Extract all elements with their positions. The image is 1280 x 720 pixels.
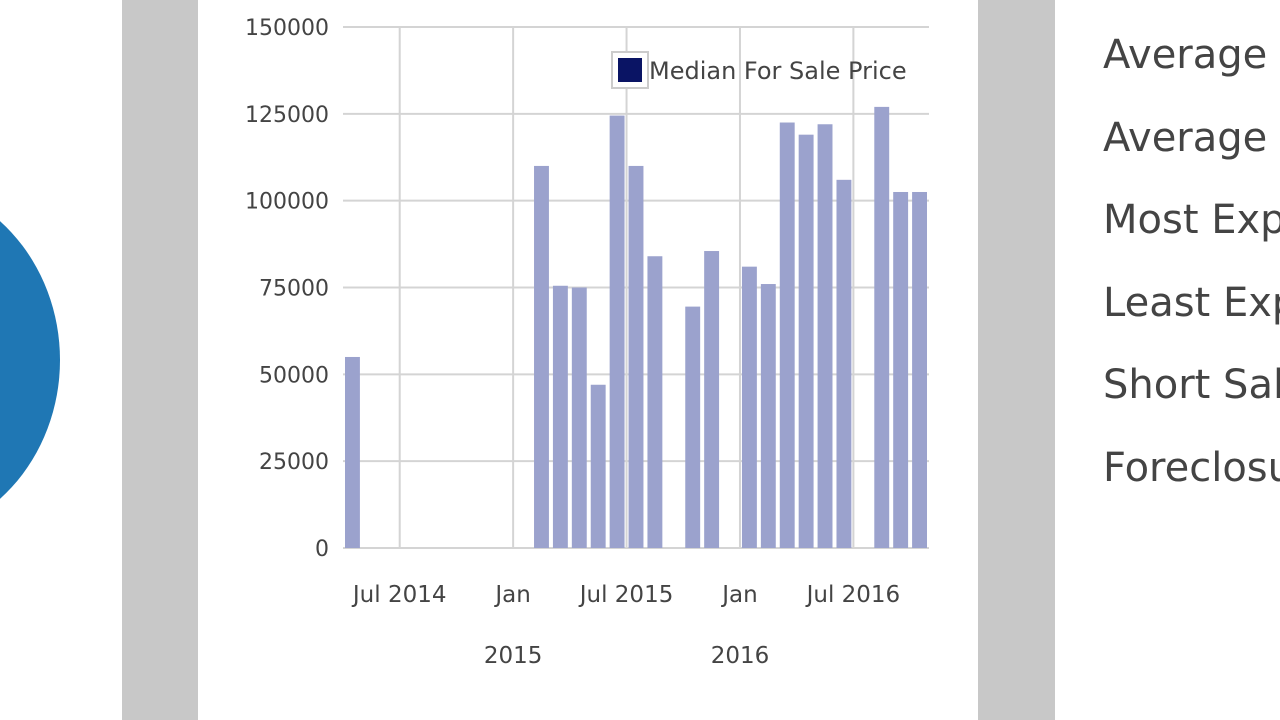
y-tick-label: 125000: [245, 103, 329, 128]
stat-least-expensive-label: Least Exp: [1103, 280, 1280, 326]
x-tick-year-label: 2015: [484, 643, 543, 669]
listing-stats-panel: Average D Average L Most Exp Least Exp S…: [1055, 0, 1280, 720]
panel-gutter: [122, 0, 198, 720]
stat-most-expensive-label: Most Exp: [1103, 197, 1280, 243]
chart-bar: [798, 134, 814, 548]
chart-bar: [704, 251, 720, 548]
chart-bar: [647, 256, 663, 548]
chart-bar: [836, 179, 852, 548]
chart-bar: [779, 122, 795, 549]
chart-legend[interactable]: Median For Sale Price: [611, 51, 907, 89]
chart-bar: [534, 165, 549, 548]
chart-bar: [552, 285, 568, 548]
chart-bar: [893, 191, 909, 548]
stat-average-list-label: Average L: [1103, 115, 1280, 161]
y-tick-label: 100000: [245, 190, 329, 215]
stat-foreclosures-label: Foreclosu: [1103, 445, 1280, 491]
panel-gutter: [978, 0, 1055, 720]
legend-swatch: [618, 58, 642, 82]
y-tick-label: 0: [315, 537, 329, 562]
chart-bar: [817, 124, 833, 549]
chart-bar: [741, 266, 757, 548]
chart-bar: [912, 191, 927, 548]
chart-bar: [628, 165, 644, 548]
x-tick-label: Jul 2016: [805, 582, 901, 608]
x-tick-year-label: 2016: [711, 643, 770, 669]
pie-chart-slice[interactable]: [0, 180, 60, 540]
chart-bar: [685, 306, 701, 548]
legend-label: Median For Sale Price: [649, 57, 907, 85]
x-tick-label: Jul 2015: [578, 582, 674, 608]
chart-bar: [760, 284, 776, 548]
median-price-chart-panel: 0 25000 50000 75000 100000 125000 150000 Jul 20…: [198, 0, 978, 720]
chart-bar: [571, 287, 587, 548]
y-tick-label: 50000: [259, 363, 329, 388]
y-tick-label: 25000: [259, 450, 329, 475]
x-tick-label: Jan: [720, 582, 757, 608]
y-tick-label: 150000: [245, 16, 329, 41]
y-tick-label: 75000: [259, 277, 329, 302]
chart-bar: [590, 384, 606, 548]
stat-average-days-label: Average D: [1103, 32, 1280, 78]
chart-bars: [345, 106, 927, 549]
chart-bar: [609, 115, 625, 548]
x-tick-label: Jul 2014: [351, 582, 447, 608]
pie-chart-panel: [0, 0, 122, 720]
chart-bar: [345, 356, 360, 548]
x-tick-label: Jan: [493, 582, 530, 608]
median-price-bar-chart: 0 25000 50000 75000 100000 125000 150000 Jul 20…: [245, 16, 929, 669]
chart-axes: 0 25000 50000 75000 100000 125000 150000 Jul 20…: [245, 16, 900, 669]
stat-short-sales-label: Short Sal: [1103, 362, 1280, 408]
chart-bar: [874, 106, 890, 549]
